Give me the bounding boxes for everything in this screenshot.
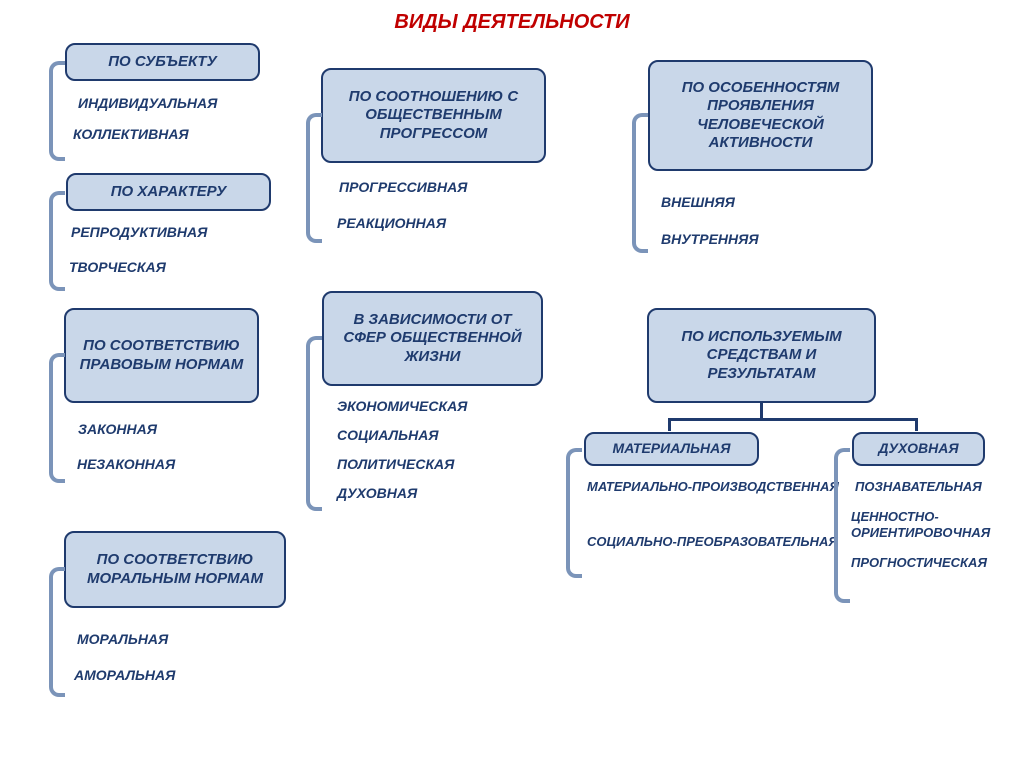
means-vline-right <box>915 418 918 431</box>
means-hline <box>668 418 918 421</box>
activity-brace <box>632 113 648 253</box>
subject-item-1: КОЛЛЕКТИВНАЯ <box>73 126 189 143</box>
material-header: МАТЕРИАЛЬНАЯ <box>584 432 759 466</box>
character-header: ПО ХАРАКТЕРУ <box>66 173 271 211</box>
spheres-item-3: ДУХОВНАЯ <box>337 485 417 502</box>
progress-item-0: ПРОГРЕССИВНАЯ <box>339 179 467 196</box>
character-item-0: РЕПРОДУКТИВНАЯ <box>71 224 207 241</box>
spheres-brace <box>306 336 322 511</box>
character-item-1: ТВОРЧЕСКАЯ <box>69 259 166 276</box>
progress-brace <box>306 113 322 243</box>
legal-header: ПО СООТВЕТСТВИЮ ПРАВОВЫМ НОРМАМ <box>64 308 259 403</box>
material-brace <box>566 448 582 578</box>
subject-brace <box>49 61 65 161</box>
means-header: ПО ИСПОЛЬЗУЕМЫМ СРЕДСТВАМ И РЕЗУЛЬТАТАМ <box>647 308 876 403</box>
subject-item-0: ИНДИВИДУАЛЬНАЯ <box>78 95 217 112</box>
subject-header: ПО СУБЪЕКТУ <box>65 43 260 81</box>
means-vline-left <box>668 418 671 431</box>
moral-brace <box>49 567 65 697</box>
activity-header: ПО ОСОБЕННОСТЯМ ПРОЯВЛЕНИЯ ЧЕЛОВЕЧЕСКОЙ … <box>648 60 873 171</box>
character-brace <box>49 191 65 291</box>
spheres-header: В ЗАВИСИМОСТИ ОТ СФЕР ОБЩЕСТВЕННОЙ ЖИЗНИ <box>322 291 543 386</box>
legal-brace <box>49 353 65 483</box>
spiritual-item-0: ПОЗНАВАТЕЛЬНАЯ <box>855 479 982 495</box>
material-item-0: МАТЕРИАЛЬНО-ПРОИЗВОДСТВЕННАЯ <box>587 479 839 495</box>
moral-item-0: МОРАЛЬНАЯ <box>77 631 168 648</box>
spiritual-brace <box>834 448 850 603</box>
activity-item-0: ВНЕШНЯЯ <box>661 194 735 211</box>
progress-item-1: РЕАКЦИОННАЯ <box>337 215 446 232</box>
spiritual-item-2: ПРОГНОСТИЧЕСКАЯ <box>851 555 987 571</box>
diagram-title: ВИДЫ ДЕЯТЕЛЬНОСТИ <box>0 11 1024 34</box>
legal-item-0: ЗАКОННАЯ <box>78 421 157 438</box>
activity-item-1: ВНУТРЕННЯЯ <box>661 231 759 248</box>
legal-item-1: НЕЗАКОННАЯ <box>77 456 175 473</box>
spheres-item-1: СОЦИАЛЬНАЯ <box>337 427 439 444</box>
progress-header: ПО СООТНОШЕНИЮ С ОБЩЕСТВЕННЫМ ПРОГРЕССОМ <box>321 68 546 163</box>
spheres-item-0: ЭКОНОМИЧЕСКАЯ <box>337 398 467 415</box>
means-vline <box>760 403 763 419</box>
material-item-1: СОЦИАЛЬНО-ПРЕОБРАЗОВАТЕЛЬНАЯ <box>587 534 838 550</box>
spiritual-header: ДУХОВНАЯ <box>852 432 985 466</box>
moral-item-1: АМОРАЛЬНАЯ <box>74 667 175 684</box>
moral-header: ПО СООТВЕТСТВИЮ МОРАЛЬНЫМ НОРМАМ <box>64 531 286 608</box>
spiritual-item-1: ЦЕННОСТНО-ОРИЕНТИРОВОЧНАЯ <box>851 509 1024 540</box>
spheres-item-2: ПОЛИТИЧЕСКАЯ <box>337 456 454 473</box>
